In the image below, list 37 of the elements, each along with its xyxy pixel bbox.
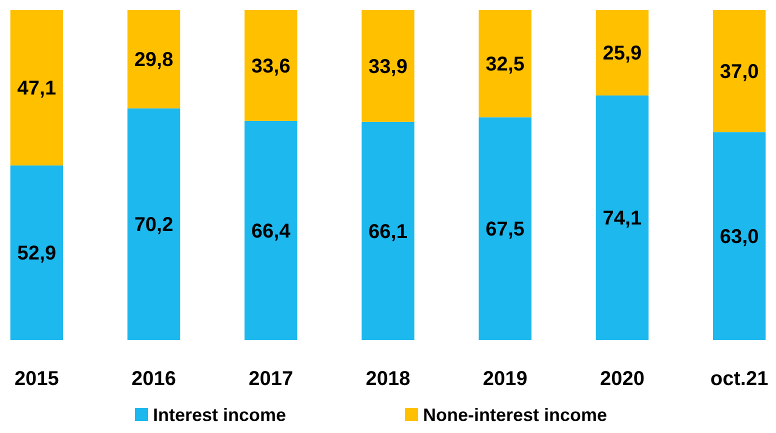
bar (244, 120, 298, 340)
bar (596, 95, 649, 340)
bar (127, 108, 180, 340)
data-label: 70,2 (134, 214, 174, 236)
data-label: 47,1 (17, 78, 56, 100)
legend-label: Interest income (153, 405, 286, 425)
bar (10, 165, 64, 340)
data-label: 29,8 (134, 49, 174, 72)
data-label: 66,1 (368, 220, 408, 243)
bar (10, 10, 64, 166)
bar (362, 10, 414, 122)
data-label: 74,1 (602, 208, 642, 230)
bar (712, 10, 766, 132)
bar (362, 122, 414, 340)
data-label: 32,5 (486, 54, 525, 76)
x-tick-label: oct.21 (710, 368, 768, 390)
data-label: 33,9 (368, 56, 408, 78)
data-label: 33,6 (251, 55, 290, 78)
x-tick-label: 2019 (482, 368, 528, 390)
data-label: 66,4 (251, 220, 292, 242)
data-label: 37,0 (720, 61, 759, 84)
data-label: 67,5 (486, 218, 525, 241)
x-tick-label: 2018 (366, 368, 410, 390)
data-label: 25,9 (602, 42, 642, 65)
x-tick-label: 2020 (600, 368, 644, 390)
bar (478, 117, 532, 340)
bar (127, 10, 180, 108)
data-label: 52,9 (17, 242, 56, 265)
x-tick-label: 2015 (14, 368, 59, 390)
bar (244, 10, 298, 121)
x-tick-label: 2016 (132, 368, 176, 390)
x-tick-label: 2017 (248, 368, 294, 390)
bar (478, 10, 532, 118)
legend-label: None-interest income (423, 405, 608, 425)
bar (712, 132, 766, 340)
data-label: 63,0 (720, 226, 759, 248)
bar (596, 10, 649, 96)
